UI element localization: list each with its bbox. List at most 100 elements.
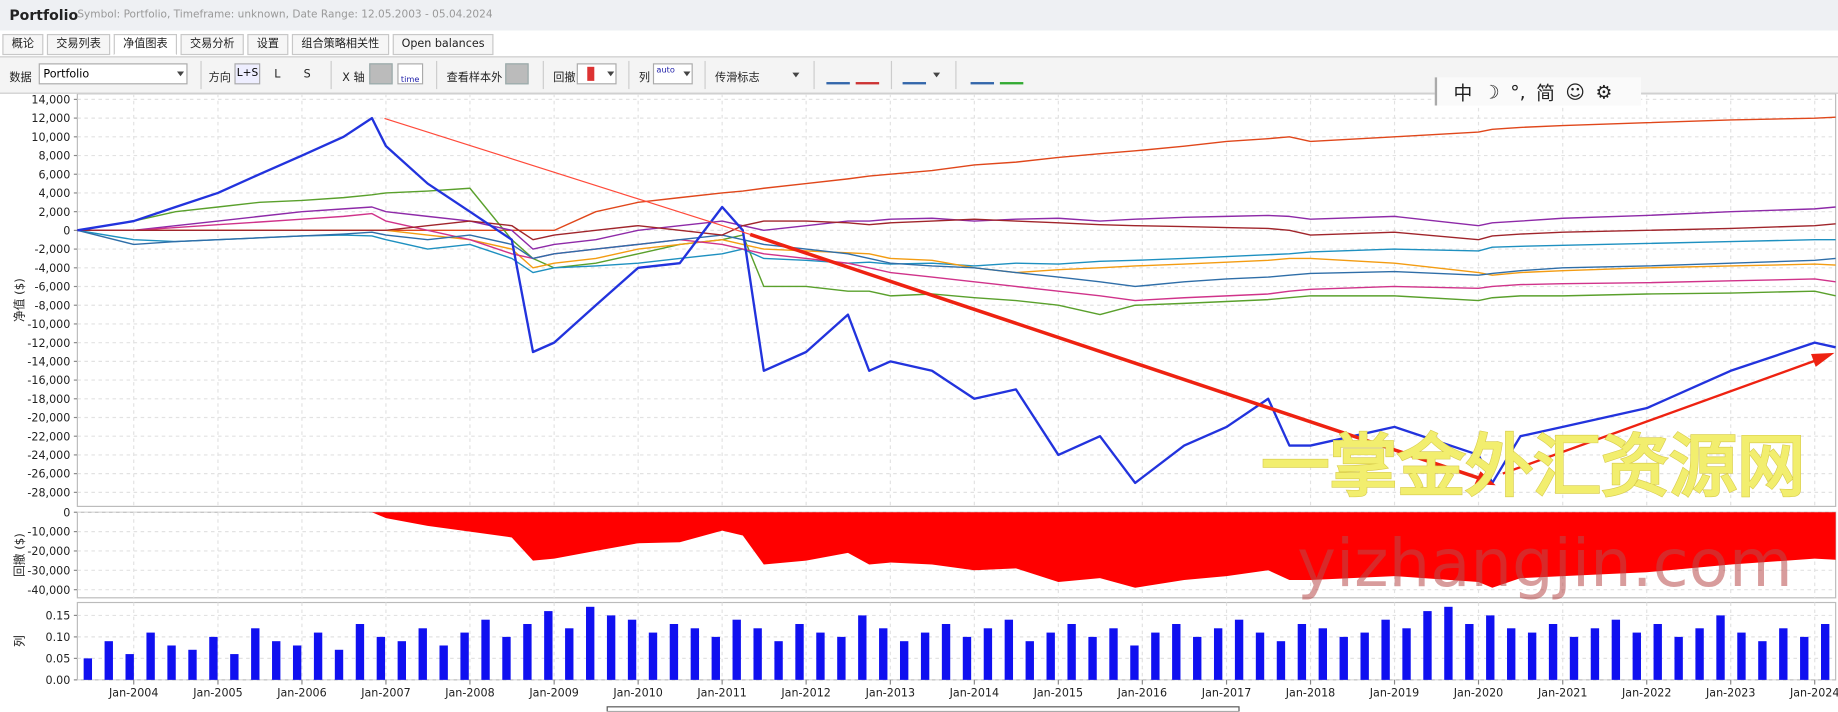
bar: [167, 645, 176, 680]
x-tick-label: Jan-2004: [108, 686, 158, 699]
bar: [879, 628, 888, 680]
icon-button[interactable]: [902, 63, 927, 85]
label: 列: [638, 71, 650, 85]
bar: [481, 619, 490, 680]
x-tick-label: Jan-2006: [276, 686, 326, 699]
bar: [1402, 628, 1411, 680]
ime-button[interactable]: ☺: [1565, 80, 1585, 103]
bar: [920, 632, 930, 680]
y-tick-label: -10,000: [27, 526, 70, 539]
icon-button[interactable]: time: [397, 63, 424, 85]
bar: [1569, 636, 1579, 680]
bar: [1674, 636, 1683, 680]
bar: [1444, 606, 1453, 680]
dropdown[interactable]: Portfolio: [38, 63, 188, 85]
bar: [1653, 623, 1662, 680]
tab-active[interactable]: 净值图表: [113, 33, 178, 56]
bar: [1046, 632, 1055, 680]
y-tick-label: 0: [63, 224, 70, 237]
bar: [1779, 628, 1788, 680]
x-tick-label: Jan-2022: [1621, 686, 1671, 699]
annotation-line: [384, 117, 751, 235]
bar: [355, 623, 365, 680]
y-tick-label: -26,000: [27, 468, 70, 481]
label: 回撤: [553, 71, 576, 85]
bar: [1088, 636, 1097, 680]
annotation-arrow: [1502, 356, 1825, 475]
icon-button[interactable]: [505, 63, 529, 85]
bar: [544, 611, 553, 680]
ime-button[interactable]: °,: [1510, 80, 1526, 103]
tab[interactable]: 概论: [2, 33, 44, 56]
bar: [816, 632, 825, 680]
equity-line: [133, 187, 1836, 316]
icon-dropdown[interactable]: [576, 63, 617, 85]
bar: [1213, 628, 1223, 680]
icon-button[interactable]: [999, 63, 1024, 85]
bar: [1151, 632, 1160, 680]
plot-frame: [76, 93, 1837, 507]
bar: [1423, 611, 1432, 680]
toggle[interactable]: L+S: [234, 63, 261, 85]
ime-button[interactable]: 中: [1453, 82, 1473, 105]
icon-button[interactable]: [761, 63, 786, 85]
y-tick-label: -30,000: [27, 564, 70, 577]
drawdown-area: [77, 512, 1836, 588]
equity-line: [77, 218, 1836, 241]
bar: [1527, 632, 1537, 680]
option[interactable]: S: [303, 67, 311, 81]
bar: [1381, 619, 1390, 680]
bar: [146, 632, 155, 680]
tab[interactable]: 设置: [247, 33, 289, 56]
x-tick-label: Jan-2011: [696, 686, 746, 699]
annotation-arrow: [749, 232, 1487, 483]
tab[interactable]: 交易分析: [180, 33, 244, 56]
bar: [690, 628, 700, 680]
ime-button[interactable]: 简: [1536, 82, 1555, 105]
bar: [376, 636, 386, 680]
ime-button[interactable]: ☽: [1482, 80, 1500, 103]
icon-button[interactable]: [369, 63, 393, 85]
y-tick-label: -16,000: [27, 374, 70, 387]
icon-dropdown[interactable]: auto: [652, 63, 693, 85]
y-tick-label: 6,000: [38, 168, 70, 181]
y-tick-label: -8,000: [34, 299, 70, 312]
x-tick-label: Jan-2018: [1285, 686, 1335, 699]
arrow-head: [1811, 352, 1835, 367]
bar: [941, 623, 951, 680]
option[interactable]: L: [274, 67, 281, 81]
y-tick-label: -4,000: [34, 262, 70, 275]
bar: [1276, 641, 1286, 680]
tab[interactable]: Open balances: [392, 33, 494, 56]
bar: [439, 645, 448, 680]
icon-button[interactable]: [855, 63, 880, 85]
y-tick-label: -20,000: [27, 545, 70, 558]
bar: [397, 641, 406, 680]
bar: [962, 636, 972, 680]
tab[interactable]: 组合策略相关性: [291, 33, 389, 56]
y-tick-label: -12,000: [27, 337, 70, 350]
tab[interactable]: 交易列表: [46, 33, 111, 56]
bar: [586, 606, 595, 680]
icon-button[interactable]: [826, 63, 850, 85]
label: 传滑标志: [715, 71, 760, 85]
bar: [606, 615, 616, 680]
scrollbar[interactable]: [606, 706, 1240, 712]
y-tick-label: -28,000: [27, 486, 70, 499]
icon-label: auto: [656, 65, 675, 76]
label: X 轴: [342, 71, 365, 85]
bar: [1507, 628, 1516, 680]
x-tick-label: Jan-2007: [360, 686, 410, 699]
y-tick-label: -6,000: [34, 281, 70, 294]
bar: [983, 628, 993, 680]
icon-button[interactable]: [970, 63, 995, 85]
bar: [1486, 615, 1495, 680]
y-tick-label: 0.15: [46, 610, 71, 623]
bar: [1590, 628, 1600, 680]
equity-line: [77, 229, 1836, 274]
bar: [1339, 636, 1348, 680]
window-subtitle: Symbol: Portfolio, Timeframe: unknown, D…: [77, 9, 493, 22]
ime-button[interactable]: ⚙: [1595, 80, 1613, 103]
bar: [669, 623, 679, 680]
